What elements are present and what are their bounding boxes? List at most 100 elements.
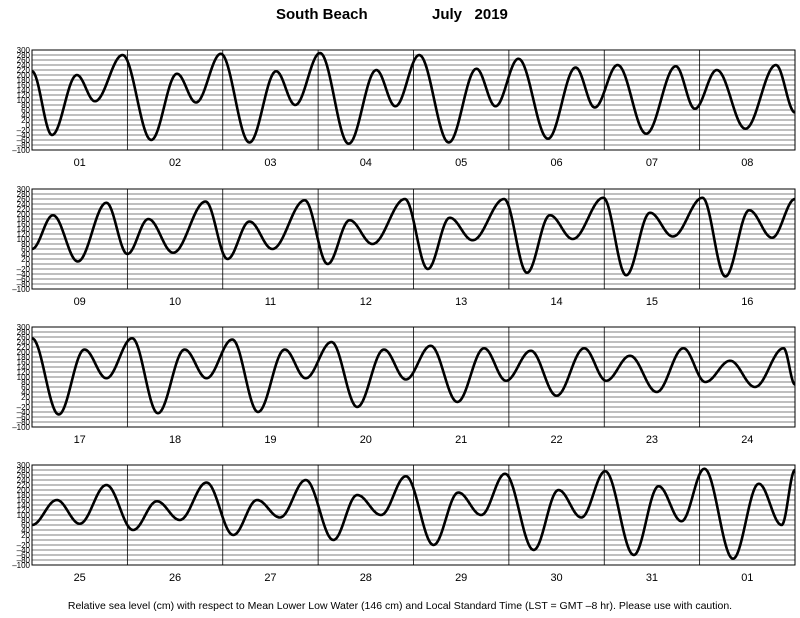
y-tick-label: 200	[17, 348, 31, 357]
day-label: 03	[264, 157, 276, 169]
day-label: 23	[646, 434, 658, 446]
y-tick-label: 280	[17, 466, 31, 475]
chart-title-year: 2019	[474, 6, 508, 23]
day-label: 09	[74, 296, 86, 308]
chart-title-month-year: July 2019	[432, 6, 508, 23]
day-label: 15	[646, 296, 658, 308]
y-tick-label: 60	[21, 383, 30, 392]
y-tick-label: 0	[26, 398, 31, 407]
y-tick-label: –80	[17, 418, 31, 427]
y-tick-label: 100	[17, 511, 31, 520]
day-label: 30	[550, 572, 562, 584]
day-label: 12	[360, 296, 372, 308]
panel-frame	[31, 464, 796, 566]
y-tick-label: 60	[21, 245, 30, 254]
y-tick-label: 100	[17, 96, 31, 105]
y-tick-label: 220	[17, 481, 31, 490]
y-tick-label: –20	[17, 265, 31, 274]
y-tick-label: –60	[17, 551, 31, 560]
y-tick-label: –60	[17, 413, 31, 422]
y-tick-label: 180	[17, 491, 31, 500]
y-tick-label: 80	[21, 101, 30, 110]
day-label: 29	[455, 572, 467, 584]
y-tick-label: 40	[21, 526, 30, 535]
y-tick-label: 280	[17, 328, 31, 337]
y-tick-label: 20	[21, 393, 30, 402]
y-tick-label: 140	[17, 501, 31, 510]
y-tick-label: 20	[21, 116, 30, 125]
y-tick-label: 300	[17, 46, 31, 55]
y-tick-label: 180	[17, 215, 31, 224]
day-label: 10	[169, 296, 181, 308]
y-tick-label: 300	[17, 323, 31, 332]
day-label: 14	[550, 296, 562, 308]
day-label: 27	[264, 572, 276, 584]
y-tick-label: 200	[17, 71, 31, 80]
y-tick-label: 240	[17, 61, 31, 70]
y-tick-label: –100	[12, 561, 30, 570]
y-tick-label: 220	[17, 66, 31, 75]
y-tick-label: –80	[17, 141, 31, 150]
y-tick-label: –40	[17, 270, 31, 279]
y-tick-label: 120	[17, 368, 31, 377]
y-tick-label: 260	[17, 195, 31, 204]
y-tick-label: 100	[17, 235, 31, 244]
y-tick-label: 260	[17, 333, 31, 342]
tide-curve	[31, 467, 796, 561]
day-label: 20	[360, 434, 372, 446]
y-tick-label: 40	[21, 388, 30, 397]
y-tick-label: 160	[17, 220, 31, 229]
y-tick-label: 300	[17, 461, 31, 470]
day-label: 01	[741, 572, 753, 584]
y-tick-label: 140	[17, 363, 31, 372]
y-tick-label: 40	[21, 250, 30, 259]
y-tick-label: 0	[26, 536, 31, 545]
y-tick-label: 240	[17, 338, 31, 347]
day-label: 11	[265, 296, 276, 308]
day-label: 22	[550, 434, 562, 446]
y-tick-label: –60	[17, 136, 31, 145]
y-tick-label: –100	[12, 146, 30, 155]
day-label: 18	[169, 434, 181, 446]
y-tick-label: 60	[21, 106, 30, 115]
day-label: 21	[455, 434, 467, 446]
panel-frame	[31, 326, 796, 428]
tide-curve	[31, 196, 796, 278]
day-label: 19	[264, 434, 276, 446]
y-tick-label: 280	[17, 51, 31, 60]
y-tick-label: 120	[17, 91, 31, 100]
y-tick-label: 20	[21, 255, 30, 264]
y-tick-label: 200	[17, 486, 31, 495]
y-tick-label: 40	[21, 111, 30, 120]
y-tick-label: 0	[26, 121, 31, 130]
day-label: 01	[74, 157, 86, 169]
y-tick-label: –60	[17, 275, 31, 284]
day-label: 06	[550, 157, 562, 169]
y-tick-label: 240	[17, 200, 31, 209]
y-tick-label: 20	[21, 531, 30, 540]
y-tick-label: 140	[17, 86, 31, 95]
y-tick-label: 140	[17, 225, 31, 234]
y-tick-label: 220	[17, 205, 31, 214]
y-tick-label: 120	[17, 230, 31, 239]
day-label: 26	[169, 572, 181, 584]
y-tick-label: –100	[12, 423, 30, 432]
y-tick-label: 80	[21, 378, 30, 387]
day-label: 07	[646, 157, 658, 169]
y-tick-label: 0	[26, 260, 31, 269]
day-label: 13	[455, 296, 467, 308]
y-tick-label: 260	[17, 56, 31, 65]
day-label: 05	[455, 157, 467, 169]
day-label: 24	[741, 434, 753, 446]
y-tick-label: –40	[17, 408, 31, 417]
y-tick-label: 100	[17, 373, 31, 382]
y-tick-label: 160	[17, 81, 31, 90]
y-tick-label: 300	[17, 185, 31, 194]
tide-curve	[31, 336, 796, 416]
day-label: 08	[741, 157, 753, 169]
tide-curve	[31, 51, 796, 146]
y-tick-label: –20	[17, 126, 31, 135]
day-label: 16	[741, 296, 753, 308]
y-tick-label: –40	[17, 546, 31, 555]
